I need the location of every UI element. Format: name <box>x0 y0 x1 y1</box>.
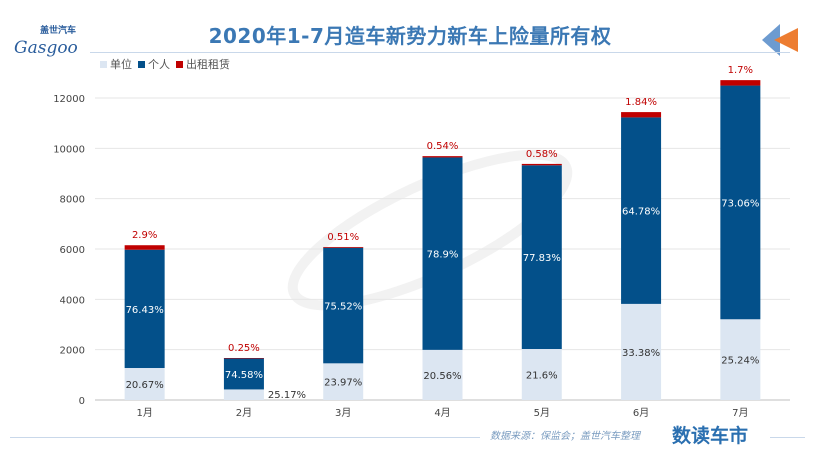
legend: 单位 个人 出租租赁 <box>100 58 230 71</box>
y-tick-label: 10000 <box>53 144 85 155</box>
data-label-unit: 25.24% <box>721 356 759 367</box>
arrow-decoration-icon <box>762 24 798 56</box>
footer-line-left <box>10 437 90 438</box>
data-label-unit: 21.6% <box>526 371 558 382</box>
data-label-rental: 0.51% <box>327 232 359 243</box>
brand-logo: 数读车市 <box>672 425 749 447</box>
bar-segment-unit <box>223 389 264 400</box>
bar-segment-personal <box>422 157 463 350</box>
y-tick-label: 0 <box>79 396 85 407</box>
bar-segment-rental <box>223 357 264 359</box>
legend-item-personal: 个人 <box>138 58 170 71</box>
data-label-personal: 73.06% <box>721 198 759 209</box>
footer-line-right <box>770 437 805 438</box>
x-tick-label: 7月 <box>732 407 748 419</box>
bar-segment-personal <box>323 247 364 364</box>
bar-segment-unit <box>124 368 165 400</box>
data-label-rental: 0.25% <box>228 343 260 354</box>
data-label-unit: 33.38% <box>622 348 660 359</box>
y-tick-label: 6000 <box>60 245 85 256</box>
data-label-unit: 20.56% <box>423 371 461 382</box>
data-label-personal: 77.83% <box>523 253 561 264</box>
logo-en: Gasgoo <box>14 38 78 58</box>
y-tick-label: 4000 <box>60 295 85 306</box>
data-label-rental: 2.9% <box>132 230 157 241</box>
x-tick-label: 3月 <box>335 407 351 419</box>
bar-segment-personal <box>720 85 761 320</box>
legend-item-rental: 出租租赁 <box>176 58 230 71</box>
x-tick-label: 6月 <box>633 407 649 419</box>
data-label-personal: 64.78% <box>622 207 660 218</box>
bar-segment-rental <box>323 246 364 248</box>
bar-segment-unit <box>621 303 662 400</box>
x-tick-label: 2月 <box>236 407 252 419</box>
bar-segment-rental <box>720 80 761 86</box>
data-label-rental: 0.54% <box>427 141 459 152</box>
x-tick-label: 5月 <box>534 407 550 419</box>
data-label-unit: 25.17% <box>268 390 306 401</box>
data-label-personal: 75.52% <box>324 302 362 313</box>
x-tick-label: 1月 <box>136 407 152 419</box>
data-label-personal: 78.9% <box>427 250 459 261</box>
data-label-rental: 0.58% <box>526 149 558 160</box>
y-tick-label: 8000 <box>60 195 85 206</box>
y-tick-label: 12000 <box>53 94 85 105</box>
bar-segment-personal <box>223 358 264 390</box>
bar-segment-unit <box>521 349 562 400</box>
bar-segment-personal <box>621 117 662 304</box>
bar-segment-personal <box>124 249 165 369</box>
bar-segment-unit <box>422 349 463 400</box>
data-label-rental: 1.84% <box>625 97 657 108</box>
x-tick-label: 4月 <box>434 407 450 419</box>
data-source: 数据来源：保监会；盖世汽车整理 <box>490 431 640 442</box>
data-label-rental: 1.7% <box>728 65 753 76</box>
data-label-unit: 23.97% <box>324 378 362 389</box>
bar-segment-rental <box>422 156 463 158</box>
data-label-unit: 20.67% <box>126 380 164 391</box>
data-label-personal: 76.43% <box>126 305 164 316</box>
chart-title: 2020年1-7月造车新势力新车上险量所有权 <box>208 24 612 48</box>
footer-line <box>90 437 480 438</box>
bar-segment-personal <box>521 165 562 350</box>
bar-segment-unit <box>323 363 364 400</box>
title-divider <box>90 52 790 53</box>
logo-cn: 盖世汽车 <box>40 26 77 36</box>
bar-segment-unit <box>720 319 761 400</box>
gasgoo-logo: 盖世汽车 Gasgoo <box>10 26 90 62</box>
y-tick-label: 2000 <box>60 346 85 357</box>
data-label-personal: 74.58% <box>225 370 263 381</box>
bar-segment-rental <box>621 112 662 118</box>
legend-item-unit: 单位 <box>100 58 132 71</box>
bar-segment-rental <box>521 163 562 166</box>
bar-segment-rental <box>124 245 165 250</box>
